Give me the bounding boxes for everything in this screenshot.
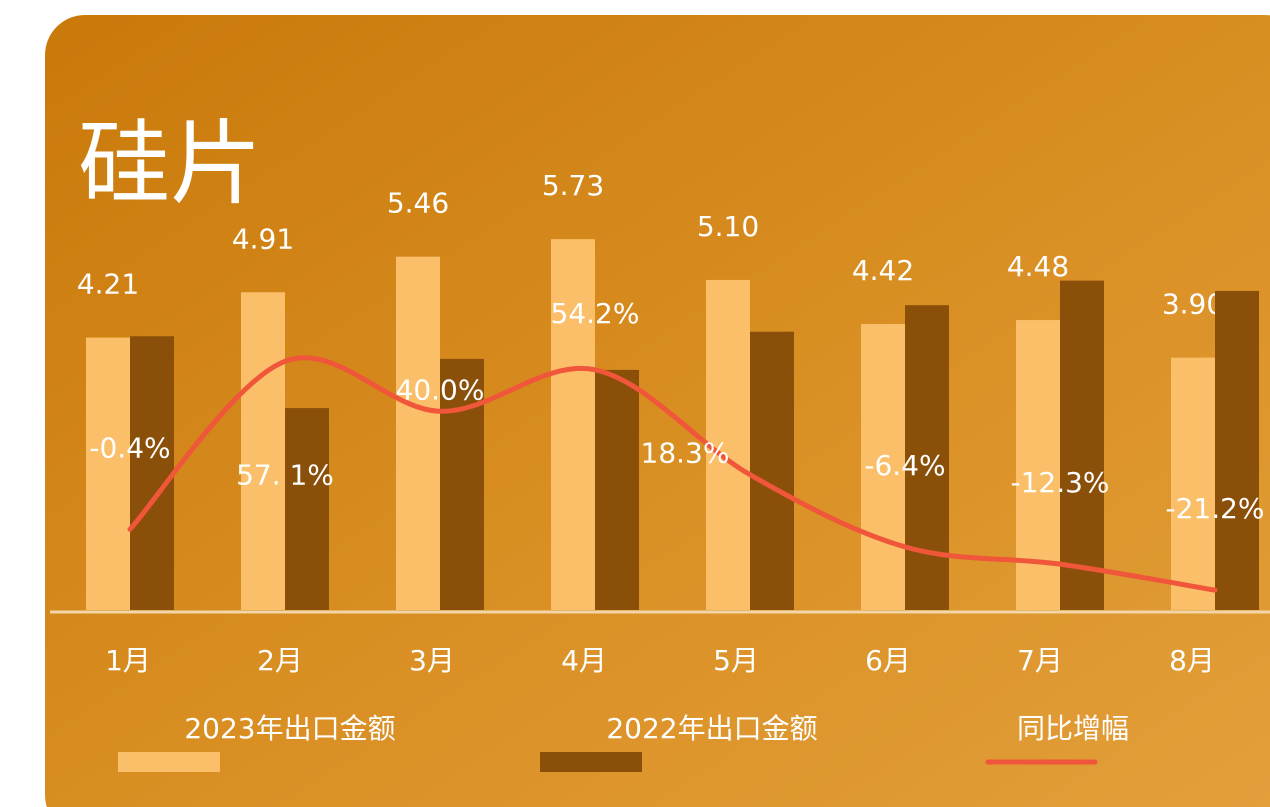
trend-line: [127, 355, 1218, 593]
legend-label: 2023年出口金额: [184, 712, 395, 745]
value-label: 5.73: [542, 169, 604, 202]
bar: [750, 331, 794, 610]
bar: [1215, 290, 1259, 610]
value-label: 4.42: [852, 254, 914, 287]
legend-swatch: [540, 752, 642, 772]
x-tick-label: 8月: [1169, 644, 1215, 677]
chart-title: 硅片: [78, 110, 262, 217]
panel: [45, 15, 1270, 807]
value-label: -0.4%: [89, 431, 170, 464]
value-label: -12.3%: [1010, 466, 1109, 499]
value-label: 4.48: [1007, 250, 1069, 283]
x-tick-label: 3月: [409, 644, 455, 677]
legend-swatch: [118, 752, 220, 772]
bar: [396, 256, 440, 610]
value-label: 18.3%: [641, 437, 730, 470]
bar: [86, 337, 130, 610]
x-tick-label: 1月: [105, 644, 151, 677]
x-tick-label: 4月: [561, 644, 607, 677]
value-label: 40.0%: [396, 373, 485, 406]
bar: [1171, 357, 1215, 610]
bar: [241, 292, 285, 610]
bar: [905, 305, 949, 610]
value-label: 5.10: [697, 210, 759, 243]
x-tick-label: 7月: [1017, 644, 1063, 677]
value-label: 4.91: [232, 222, 294, 255]
bar: [440, 358, 484, 610]
x-tick-label: 2月: [257, 644, 303, 677]
x-tick-label: 5月: [713, 644, 759, 677]
value-label: 4.21: [77, 268, 139, 301]
bar: [285, 408, 329, 610]
x-tick-label: 6月: [865, 644, 911, 677]
value-label: -6.4%: [864, 449, 945, 482]
value-label: -21.2%: [1165, 492, 1264, 525]
legend-label: 同比增幅: [1017, 712, 1129, 745]
bar: [595, 369, 639, 610]
bar: [551, 239, 595, 611]
value-label: 5.46: [387, 187, 449, 220]
legend-label: 2022年出口金额: [606, 712, 817, 745]
value-label: 57. 1%: [236, 458, 334, 491]
bar: [1060, 280, 1104, 610]
bar: [1016, 320, 1060, 610]
bar: [706, 279, 750, 610]
bar: [861, 323, 905, 610]
bar: [130, 336, 174, 610]
value-label: 3.90: [1162, 288, 1224, 321]
value-label: 54.2%: [551, 297, 640, 330]
